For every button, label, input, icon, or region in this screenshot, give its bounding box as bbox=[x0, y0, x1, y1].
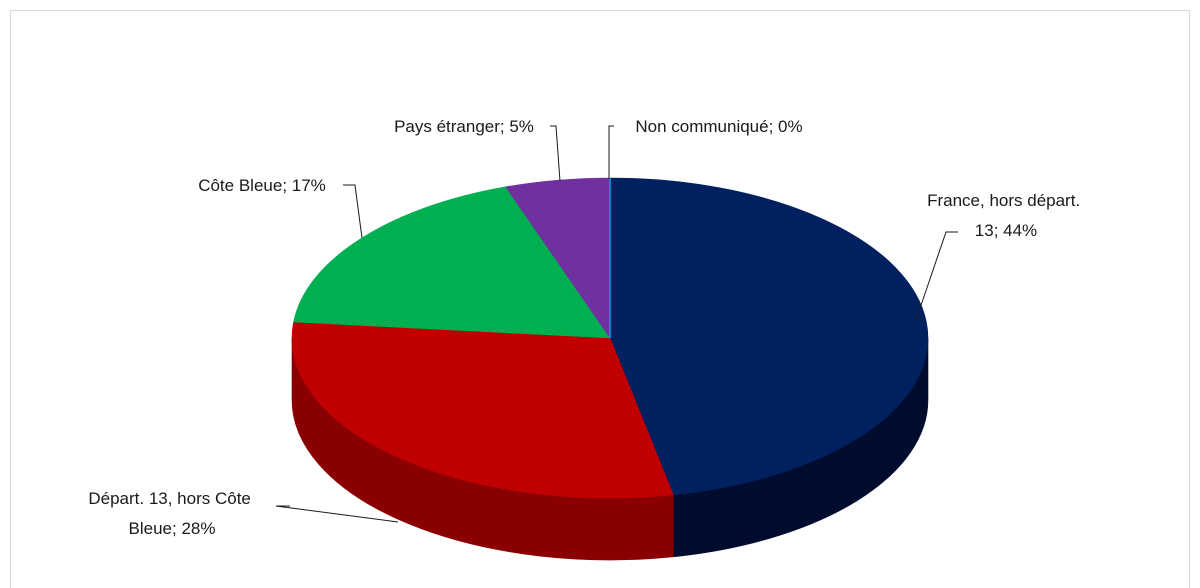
data-label-non-communique: Non communiqué; 0% bbox=[635, 117, 802, 136]
slice-depart-13-hors-cote-bleue bbox=[291, 321, 674, 499]
data-label-pays-etranger: Pays étranger; 5% bbox=[394, 117, 534, 136]
slice-france-hors-depart-13 bbox=[609, 177, 929, 496]
data-label-cote-bleue: Côte Bleue; 17% bbox=[198, 176, 326, 195]
leader-line-cote-bleue bbox=[343, 184, 363, 239]
leader-line-pays-etranger bbox=[550, 125, 561, 182]
leader-lines bbox=[275, 125, 958, 523]
data-labels: France, hors départ. 13; 44% Départ. 13,… bbox=[88, 117, 1085, 538]
slice-cote-bleue bbox=[293, 186, 611, 339]
pie-slices bbox=[291, 177, 929, 499]
leader-line-non-communique bbox=[608, 125, 614, 179]
data-label-france: France, hors départ. 13; 44% bbox=[927, 191, 1085, 240]
leader-line-depart13 bbox=[275, 505, 399, 523]
data-label-depart13: Départ. 13, hors Côte Bleue; 28% bbox=[88, 489, 255, 538]
leader-line-france bbox=[915, 231, 958, 321]
